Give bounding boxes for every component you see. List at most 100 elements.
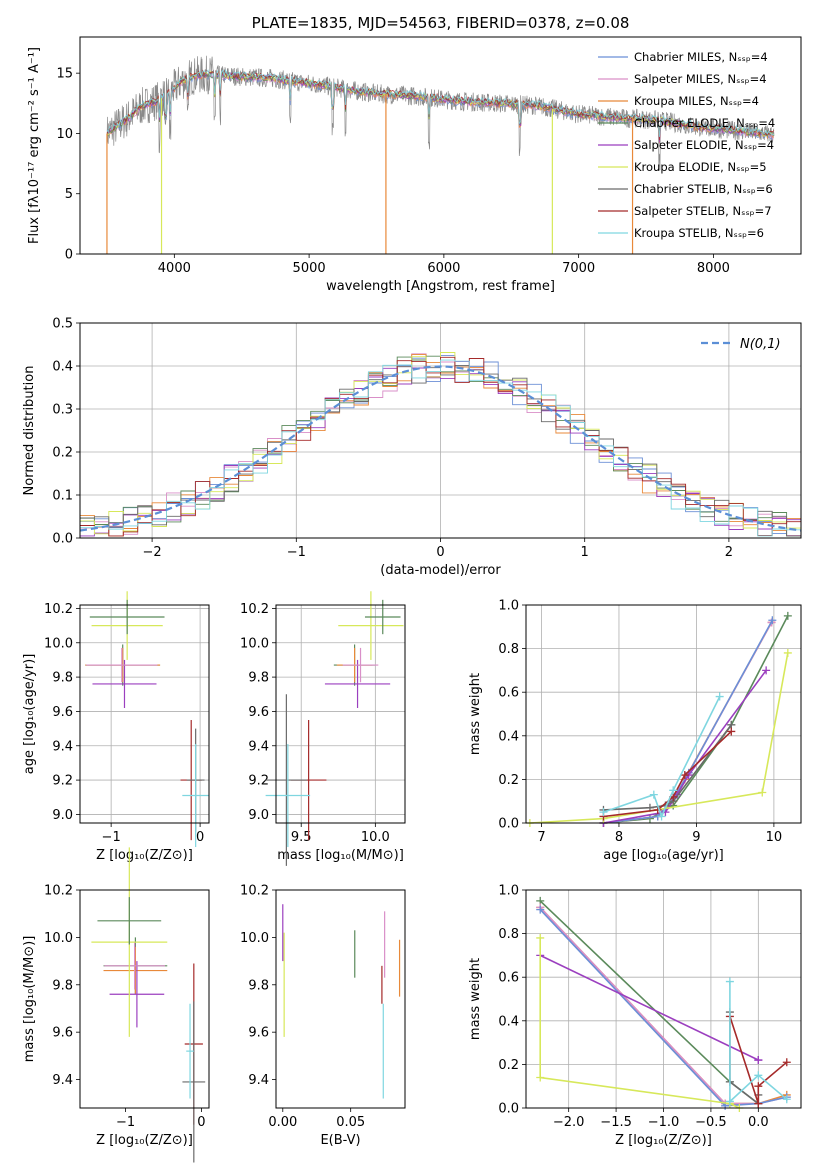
y-tick-label: 0.2	[498, 773, 519, 788]
y-tick-label: 9.6	[248, 1026, 269, 1041]
y-tick-label: 0.6	[498, 971, 519, 986]
legend-label: Kroupa ELODIE, Nₛₛₚ=5	[634, 160, 767, 174]
observed-spectrum-line	[106, 55, 775, 171]
x-tick-label: 10	[766, 830, 783, 845]
data-point-marker	[762, 666, 771, 675]
model-spectrum-line	[106, 69, 775, 137]
age-vs-mass-panel: 9.5 10.0 9.0 9.2 9.4 9.6 9.8 10.0 10.2 mass [log₁…	[240, 591, 406, 866]
mass-weight-series-line	[603, 724, 732, 811]
data-point-marker	[727, 727, 736, 736]
y-tick-label: 9.4	[52, 1073, 73, 1088]
mass-weight-series-line	[603, 669, 767, 824]
plot-frame	[79, 889, 210, 1109]
y-tick-label: 9.8	[52, 978, 73, 993]
x-axis-label: mass [log₁₀(M/M⊙)]	[277, 848, 404, 863]
y-tick-label: 1.0	[498, 599, 519, 614]
data-point-marker	[536, 1073, 545, 1082]
mass-vs-ebv-panel: 0.00 0.05 9.4 9.6 9.8 10.0 10.2 E(B-V)	[240, 884, 406, 1148]
y-axis-label: mass [log₁₀(M/M⊙)]	[22, 936, 37, 1063]
mass-weight-series-line	[539, 909, 787, 1107]
legend-label: Chabrier STELIB, Nₛₛₚ=6	[634, 182, 773, 196]
y-tick-label: 10.0	[44, 931, 73, 946]
x-tick-label: 9	[692, 830, 700, 845]
x-tick-label: 0	[436, 545, 444, 560]
y-tick-label: 9.4	[52, 739, 73, 754]
y-tick-label: 15	[56, 67, 73, 82]
data-point-marker	[768, 616, 777, 625]
x-tick-label: −1	[287, 545, 306, 560]
y-tick-label: 0.8	[498, 927, 519, 942]
x-tick-label: 7000	[562, 261, 595, 276]
x-tick-label: 2	[725, 545, 733, 560]
y-tick-label: 10.2	[240, 884, 269, 899]
data-point-marker	[725, 977, 734, 986]
legend-label: Salpeter ELODIE, Nₛₛₚ=4	[634, 138, 774, 152]
y-tick-label: 9.6	[52, 705, 73, 720]
data-point-marker	[754, 1099, 763, 1108]
x-tick-label: 1	[581, 545, 589, 560]
y-tick-label: 9.6	[248, 705, 269, 720]
mass-weight-series-line	[729, 981, 788, 1104]
y-axis-label: age [log₁₀(age/yr)]	[22, 654, 37, 775]
mass-weight-series-line	[603, 619, 774, 824]
mass-weight-series-line	[729, 1016, 788, 1104]
y-tick-label: 10.2	[44, 884, 73, 899]
data-point-marker	[782, 1058, 791, 1067]
data-point-marker	[599, 808, 608, 817]
y-tick-label: 5	[65, 187, 73, 202]
data-point-marker	[782, 1095, 791, 1104]
legend-label: N(0,1)	[740, 337, 781, 352]
y-tick-label: 0.4	[498, 1014, 519, 1029]
y-tick-label: 0.4	[52, 360, 73, 375]
plot-frame	[79, 604, 210, 824]
y-tick-label: 10.2	[44, 602, 73, 617]
y-tick-label: 1.0	[498, 884, 519, 899]
x-tick-label: −1.0	[648, 1115, 680, 1130]
x-axis-label: age [log₁₀(age/yr)]	[603, 848, 724, 863]
y-axis-label: mass weight	[468, 958, 483, 1040]
y-tick-label: 0.0	[498, 817, 519, 832]
x-axis-label: (data-model)/error	[380, 563, 501, 578]
histograms	[80, 352, 801, 537]
mass-weight-series-line	[539, 900, 759, 1105]
y-tick-label: 10.0	[240, 931, 269, 946]
x-axis-label: wavelength [Angstrom, rest frame]	[326, 279, 555, 294]
y-tick-label: 0.5	[52, 317, 73, 332]
data-point-marker	[536, 905, 545, 914]
legend-label: Chabrier ELODIE, Nₛₛₚ=4	[634, 116, 775, 130]
x-tick-label: 0.00	[268, 1115, 297, 1130]
data-point-marker	[754, 1082, 763, 1091]
x-tick-label: −1	[116, 1115, 135, 1130]
x-tick-label: −1.5	[600, 1115, 632, 1130]
y-tick-label: 0.8	[498, 642, 519, 657]
x-tick-label: 4000	[158, 261, 191, 276]
y-tick-label: 0.2	[498, 1058, 519, 1073]
x-axis-label: E(B-V)	[320, 1133, 360, 1148]
data-point-marker	[725, 1097, 734, 1106]
x-tick-label: 5000	[293, 261, 326, 276]
chart-title: PLATE=1835, MJD=54563, FIBERID=0378, z=0…	[252, 14, 630, 32]
x-axis-label: Z [log₁₀(Z/Z⊙)]	[96, 848, 193, 863]
y-tick-label: 0.4	[498, 729, 519, 744]
y-tick-label: 0.1	[52, 489, 73, 504]
y-tick-label: 0.0	[498, 1102, 519, 1117]
gaussian-reference-curve	[80, 365, 801, 532]
y-tick-label: 0.6	[498, 686, 519, 701]
y-tick-label: 9.8	[248, 671, 269, 686]
y-tick-label: 0	[65, 248, 73, 263]
plot-frame	[79, 322, 802, 539]
x-tick-label: 0	[197, 1115, 205, 1130]
residual-histogram-panel: −2 −1 0 1 2 0.0 0.1 0.2 0.3 0.4 0.5 (data-model)/er…	[22, 317, 802, 578]
x-tick-label: 8	[615, 830, 623, 845]
mass-weight-series-line	[529, 652, 789, 824]
y-axis-label: Normed distribution	[22, 366, 37, 496]
y-tick-label: 9.8	[52, 671, 73, 686]
x-tick-label: −2	[143, 545, 162, 560]
model-spectrum-line	[106, 72, 774, 144]
y-tick-label: 9.8	[248, 978, 269, 993]
data-point-marker	[657, 812, 666, 821]
spectrum-panel: 4000 5000 6000 7000 8000 0 5 10 15 wavelength [An…	[27, 14, 802, 294]
legend-label: Kroupa STELIB, Nₛₛₚ=6	[634, 226, 764, 240]
y-tick-label: 9.4	[248, 739, 269, 754]
plot-frame	[275, 889, 406, 1109]
